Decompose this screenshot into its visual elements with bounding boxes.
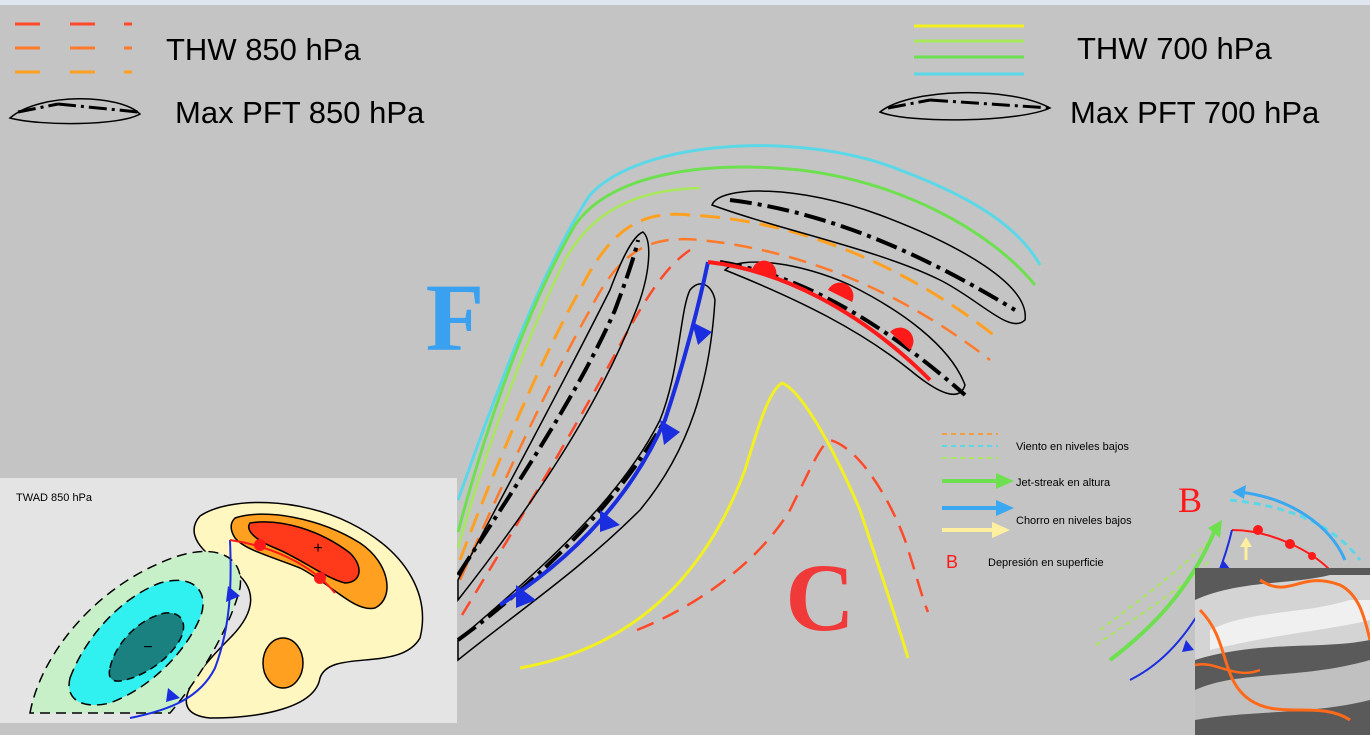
legend-pft850-symbol xyxy=(8,98,142,125)
legend-thw700-symbol xyxy=(914,24,1024,76)
depresion-symbol: B xyxy=(946,552,958,572)
wind-legend: Viento en niveles bajos Jet-streak en al… xyxy=(942,433,1132,572)
inset-title: TWAD 850 hPa xyxy=(16,492,93,504)
cold-air-letter: F xyxy=(426,264,485,371)
top-frame xyxy=(0,0,1370,5)
chorro-bajo-symbol xyxy=(942,500,1014,538)
inset-cold-symbol: − xyxy=(143,639,152,656)
warm-front-bumps xyxy=(752,260,914,350)
legend-pft700-symbol xyxy=(878,92,1052,121)
legend-pft850-label: Max PFT 850 hPa xyxy=(175,95,425,130)
twad-inset: TWAD 850 hPa + − xyxy=(0,478,457,723)
pft-central-envelope xyxy=(457,283,716,662)
thw850-orange-line-2 xyxy=(458,237,991,581)
thw850-red-line xyxy=(460,248,691,616)
inset-cold-front xyxy=(129,539,232,719)
pft-left-envelope xyxy=(457,231,650,603)
low-letter: B xyxy=(1178,480,1202,520)
inset-cold-teal xyxy=(108,612,185,682)
thw700-cyan-line xyxy=(456,144,1042,501)
jet-altura-symbol xyxy=(942,473,1014,489)
legend-thw700-label: THW 700 hPa xyxy=(1077,31,1272,66)
thw850-ridge-red xyxy=(636,438,930,632)
pft850-warm-envelope xyxy=(723,261,966,395)
legend-pft700-label: Max PFT 700 hPa xyxy=(1070,95,1320,130)
jet-altura-label: Jet-streak en altura xyxy=(1016,477,1111,489)
inset-warm-bump-2 xyxy=(314,572,326,584)
inset-cold-triangle-1 xyxy=(226,586,240,602)
inset-cold-triangle-2 xyxy=(166,688,180,702)
inset-warm-bump-1 xyxy=(254,539,266,551)
warm-front-line xyxy=(707,260,932,382)
thw850-ridge-yellow xyxy=(519,381,910,670)
pft700-upper-axis xyxy=(729,198,1017,312)
cold-front-triangles xyxy=(516,322,712,608)
chorro-bajo-label: Chorro en niveles bajos xyxy=(1016,515,1132,527)
inset-warm-front xyxy=(229,539,336,594)
inset-warm-symbol: + xyxy=(313,540,322,557)
thw700-lightgreen-line xyxy=(456,186,701,549)
pft-left-axis xyxy=(456,239,640,577)
legend-thw850-label: THW 850 hPa xyxy=(166,32,361,67)
inset-warm-orange-blob xyxy=(262,637,304,689)
depresion-label: Depresión en superficie xyxy=(988,557,1104,569)
thw850-orange-line-1 xyxy=(458,212,1001,561)
pft-central-axis xyxy=(456,419,667,642)
warm-air-letter: C xyxy=(785,544,854,651)
legend-thw850-symbol xyxy=(15,22,132,74)
thw700-green-line xyxy=(456,165,1037,533)
pft700-upper-envelope xyxy=(711,190,1026,325)
viento-bajo-label: Viento en niveles bajos xyxy=(1016,441,1129,453)
satellite-thumbnail xyxy=(1194,568,1370,735)
viento-bajo-symbol xyxy=(942,433,998,459)
